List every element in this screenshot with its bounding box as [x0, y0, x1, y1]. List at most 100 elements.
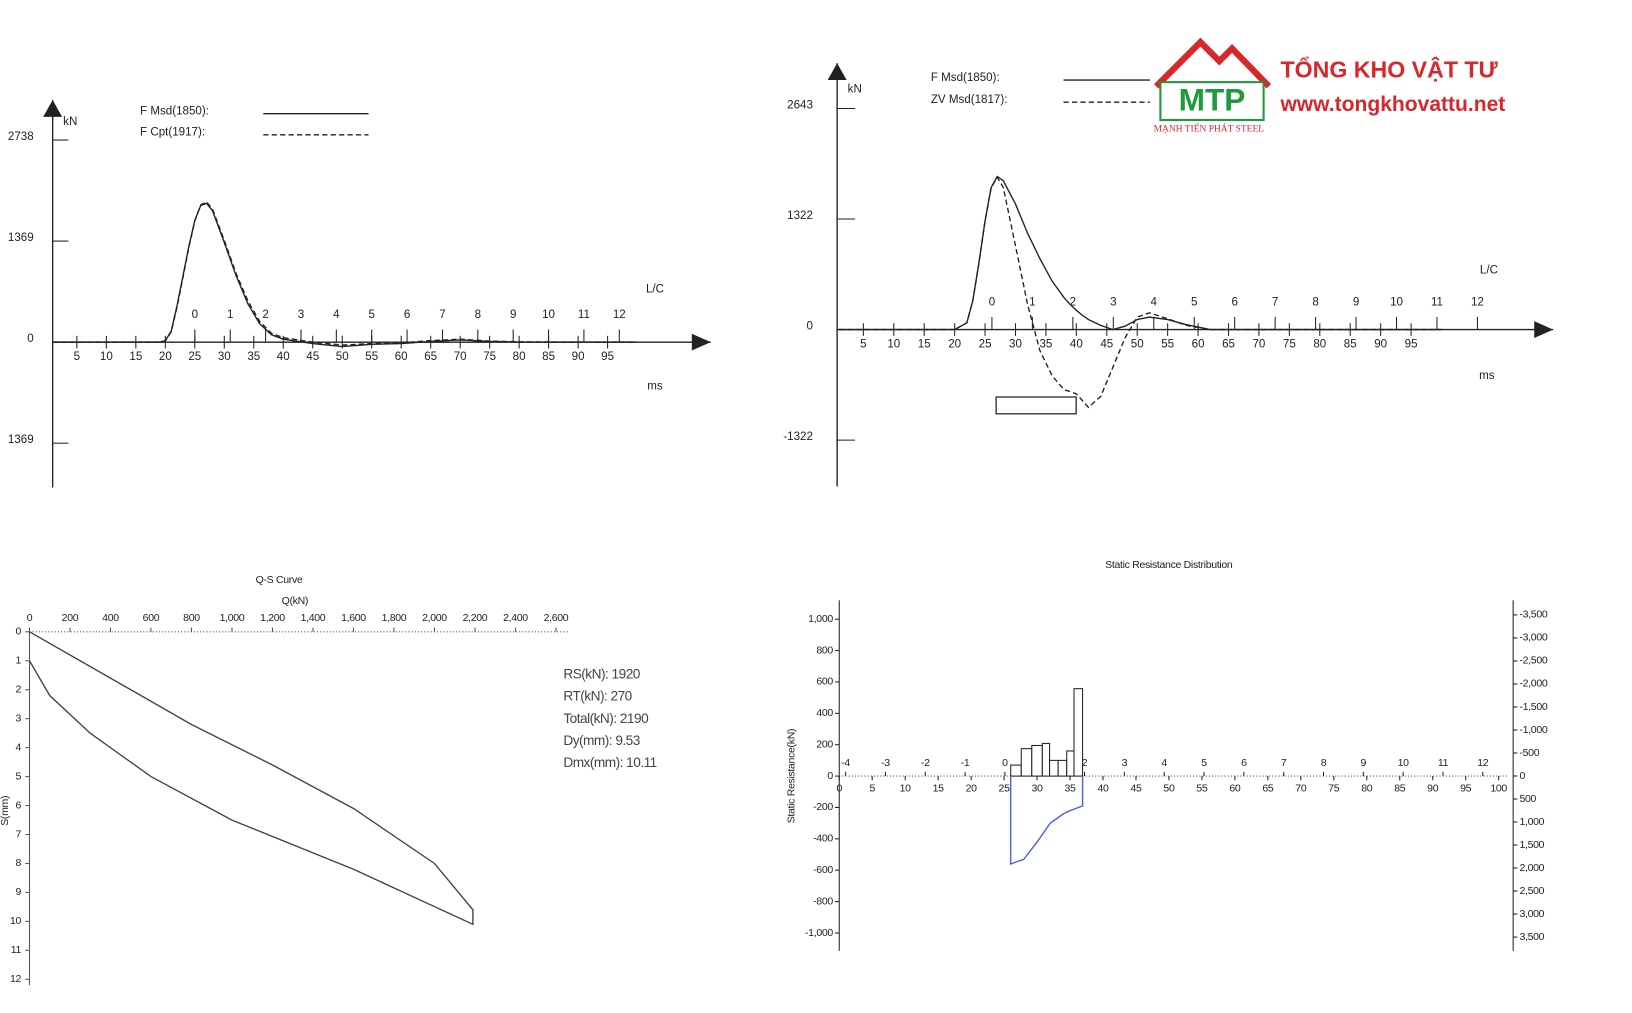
y-tick-label: 5 — [16, 770, 22, 782]
x-tick-label: 20 — [159, 351, 172, 363]
y-tick-label: -1,000 — [805, 927, 833, 939]
x-tick-label: 0 — [836, 783, 842, 795]
x-tick-label: 25 — [188, 351, 201, 363]
x-tick-label: 1,000 — [220, 612, 245, 624]
x2-tick-label: 12 — [1477, 757, 1489, 769]
x2-tick-label: 10 — [1398, 757, 1410, 769]
series-line — [53, 202, 638, 348]
bar — [1020, 748, 1033, 777]
x-tick-label: 85 — [542, 351, 555, 363]
y2-tick-label: 1,500 — [1519, 839, 1544, 851]
x-tick-label: 75 — [483, 351, 496, 363]
y2-tick-label: 3,000 — [1519, 908, 1544, 920]
y2-tick-label: -3,000 — [1519, 632, 1547, 644]
y2-tick-label: -500 — [1519, 747, 1539, 759]
y-tick-label: -1322 — [783, 431, 813, 443]
x-tick-label: 95 — [1405, 338, 1418, 350]
y2-tick-label: -1,000 — [1519, 724, 1547, 736]
logo-box — [1159, 81, 1265, 122]
y-tick-label: 7 — [16, 828, 22, 840]
x-tick-label: 10 — [900, 783, 912, 795]
y-axis-label: Static Resistance(kN) — [786, 729, 798, 823]
y-tick-label: -800 — [813, 895, 833, 907]
x-axis-label: Q(kN) — [282, 595, 308, 607]
x-tick-label: 80 — [1313, 338, 1326, 350]
x-tick-label: 1,400 — [301, 612, 326, 624]
x2-tick-label: 12 — [613, 309, 626, 321]
x2-axis-label: L/C — [1480, 265, 1498, 277]
x-tick-label: 75 — [1283, 338, 1296, 350]
series-line — [53, 201, 638, 346]
x-axis-arrow — [1534, 321, 1554, 338]
x-tick-label: 15 — [933, 783, 945, 795]
x-tick-label: 80 — [513, 351, 526, 363]
y-tick-label: 800 — [816, 644, 833, 656]
chart-title: Q-S Curve — [256, 574, 303, 586]
y-tick-label: 2643 — [787, 99, 813, 111]
x2-tick-label: 8 — [1321, 757, 1327, 769]
bar — [1057, 759, 1068, 777]
x2-tick-label: -1 — [961, 757, 970, 769]
y-axis-label: kN — [63, 116, 77, 128]
y-tick-label: 1322 — [787, 210, 813, 222]
y-tick-label: 2 — [16, 683, 22, 695]
x2-tick-label: -3 — [881, 757, 890, 769]
x-tick-label: 100 — [1490, 783, 1507, 795]
series-line — [839, 175, 1442, 409]
x2-tick-label: 3 — [1110, 296, 1116, 308]
bar — [1031, 744, 1043, 777]
x-tick-label: 15 — [918, 338, 931, 350]
y2-tick-label: 0 — [1519, 770, 1525, 782]
x2-tick-label: 1 — [227, 309, 233, 321]
x-tick-label: 800 — [183, 612, 200, 624]
x2-tick-label: 7 — [1281, 757, 1287, 769]
x-tick-label: 35 — [1039, 338, 1052, 350]
x-tick-label: 95 — [601, 351, 614, 363]
y-tick-label: 11 — [11, 944, 22, 956]
y-axis-label: kN — [848, 84, 862, 96]
y-tick-label: 1,000 — [808, 613, 833, 625]
x-tick-label: 400 — [102, 612, 119, 624]
y-tick-label: 10 — [10, 915, 22, 927]
y-tick-label: 400 — [816, 707, 833, 719]
bar — [1041, 742, 1051, 777]
y-tick-label: 3 — [16, 712, 22, 724]
x-tick-label: 55 — [365, 351, 378, 363]
y-tick-label: 600 — [816, 676, 833, 688]
y-tick-label: 0 — [806, 320, 812, 332]
annotation-box — [995, 396, 1077, 415]
x2-axis-label: L/C — [646, 284, 664, 296]
x2-tick-label: 7 — [439, 309, 445, 321]
y2-tick-label: 1,000 — [1519, 816, 1544, 828]
y-tick-label: -200 — [813, 801, 833, 813]
x2-tick-label: 10 — [1390, 296, 1403, 308]
x-axis-label: ms — [1479, 370, 1495, 382]
x-tick-label: 10 — [100, 351, 113, 363]
x2-tick-label: 11 — [1438, 757, 1449, 769]
annotation: Dy(mm): 9.53 — [563, 733, 639, 748]
x2-tick-label: 11 — [578, 309, 590, 321]
x2-tick-label: 6 — [404, 309, 410, 321]
x-tick-label: 1,600 — [341, 612, 366, 624]
series-line — [1009, 776, 1084, 865]
y-tick-label: 12 — [10, 973, 22, 985]
brand-url: www.tongkhovattu.net — [1279, 93, 1505, 116]
x-tick-label: 95 — [1460, 783, 1472, 795]
x-tick-label: 65 — [424, 351, 437, 363]
x-tick-label: 85 — [1344, 338, 1357, 350]
y-tick-label: 1 — [16, 655, 22, 667]
x2-tick-label: 3 — [298, 309, 304, 321]
x2-tick-label: 12 — [1471, 296, 1484, 308]
x-tick-label: 70 — [454, 351, 467, 363]
x2-tick-label: 9 — [510, 309, 516, 321]
x2-tick-label: 0 — [192, 309, 198, 321]
x-tick-label: 25 — [979, 338, 992, 350]
legend-label: F Cpt(1917): — [140, 127, 205, 139]
x2-tick-label: 2 — [1082, 757, 1088, 769]
x2-tick-label: 8 — [1312, 296, 1318, 308]
x-tick-label: 90 — [1374, 338, 1387, 350]
x2-tick-label: 5 — [1201, 757, 1207, 769]
y-tick-label: 9 — [16, 886, 22, 898]
x-tick-label: 2,200 — [463, 612, 488, 624]
y2-tick-label: -2,500 — [1519, 655, 1547, 667]
